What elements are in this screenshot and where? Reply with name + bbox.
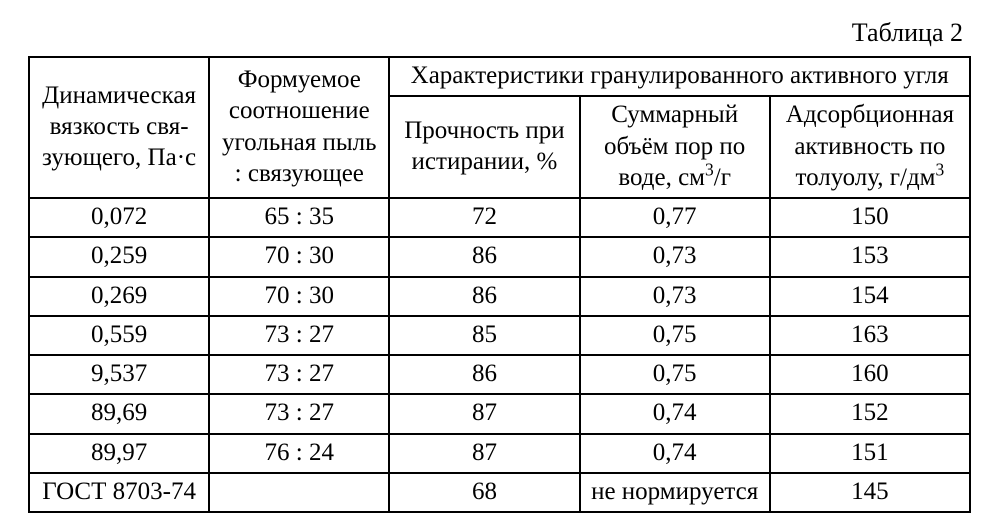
cell: 0,73 xyxy=(580,277,770,316)
cell: 70 : 30 xyxy=(209,277,389,316)
header-col3: Прочность при истира­нии, % xyxy=(389,96,579,198)
cell: 73 : 27 xyxy=(209,355,389,394)
cell: 86 xyxy=(389,237,579,276)
cell: 0,73 xyxy=(580,237,770,276)
cell: 152 xyxy=(770,394,970,433)
cell: 0,259 xyxy=(29,237,209,276)
cell: 0,072 xyxy=(29,198,209,237)
cell: ГОСТ 8703-74 xyxy=(29,473,209,512)
cell: 70 : 30 xyxy=(209,237,389,276)
table-row: 89,97 76 : 24 87 0,74 151 xyxy=(29,434,970,473)
cell: 73 : 27 xyxy=(209,394,389,433)
header-col2: Формуемое соотношение угольная пыль : св… xyxy=(209,57,389,198)
cell: 87 xyxy=(389,434,579,473)
cell: 87 xyxy=(389,394,579,433)
header-row-1: Динамическая вязкость свя­зующего, Па·с … xyxy=(29,57,970,96)
cell: 154 xyxy=(770,277,970,316)
cell xyxy=(209,473,389,512)
cell: 86 xyxy=(389,355,579,394)
data-table: Динамическая вязкость свя­зующего, Па·с … xyxy=(28,56,971,513)
cell: 89,97 xyxy=(29,434,209,473)
cell: 68 xyxy=(389,473,579,512)
cell: 72 xyxy=(389,198,579,237)
table-row: 0,559 73 : 27 85 0,75 163 xyxy=(29,316,970,355)
cell: 0,74 xyxy=(580,394,770,433)
cell: 160 xyxy=(770,355,970,394)
cell: 150 xyxy=(770,198,970,237)
header-col4: Суммарный объём пор по воде, см3/г xyxy=(580,96,770,198)
header-col1: Динамическая вязкость свя­зующего, Па·с xyxy=(29,57,209,198)
table-row: 0,259 70 : 30 86 0,73 153 xyxy=(29,237,970,276)
cell: 153 xyxy=(770,237,970,276)
table-row: 9,537 73 : 27 86 0,75 160 xyxy=(29,355,970,394)
cell: 65 : 35 xyxy=(209,198,389,237)
cell: 151 xyxy=(770,434,970,473)
cell: 0,559 xyxy=(29,316,209,355)
header-col5: Адсорбционная активность по толуолу, г/д… xyxy=(770,96,970,198)
cell: 9,537 xyxy=(29,355,209,394)
header-col4-post: /г xyxy=(714,164,731,191)
table-row: 89,69 73 : 27 87 0,74 152 xyxy=(29,394,970,433)
table-caption: Таблица 2 xyxy=(28,18,963,48)
cell: не нормирует­ся xyxy=(580,473,770,512)
cell: 163 xyxy=(770,316,970,355)
header-col5-sup: 3 xyxy=(936,159,945,179)
cell: 145 xyxy=(770,473,970,512)
cell: 76 : 24 xyxy=(209,434,389,473)
cell: 73 : 27 xyxy=(209,316,389,355)
cell: 85 xyxy=(389,316,579,355)
table-row: 0,269 70 : 30 86 0,73 154 xyxy=(29,277,970,316)
header-col5-pre: Адсорбционная активность по толуолу, г/д… xyxy=(786,101,954,191)
cell: 86 xyxy=(389,277,579,316)
cell: 0,75 xyxy=(580,355,770,394)
table-row: 0,072 65 : 35 72 0,77 150 xyxy=(29,198,970,237)
header-col4-sup: 3 xyxy=(705,159,714,179)
cell: 0,77 xyxy=(580,198,770,237)
cell: 0,75 xyxy=(580,316,770,355)
cell: 0,269 xyxy=(29,277,209,316)
cell: 0,74 xyxy=(580,434,770,473)
cell: 89,69 xyxy=(29,394,209,433)
header-span-345: Характеристики гранулированного активног… xyxy=(389,57,970,96)
table-row: ГОСТ 8703-74 68 не нормирует­ся 145 xyxy=(29,473,970,512)
